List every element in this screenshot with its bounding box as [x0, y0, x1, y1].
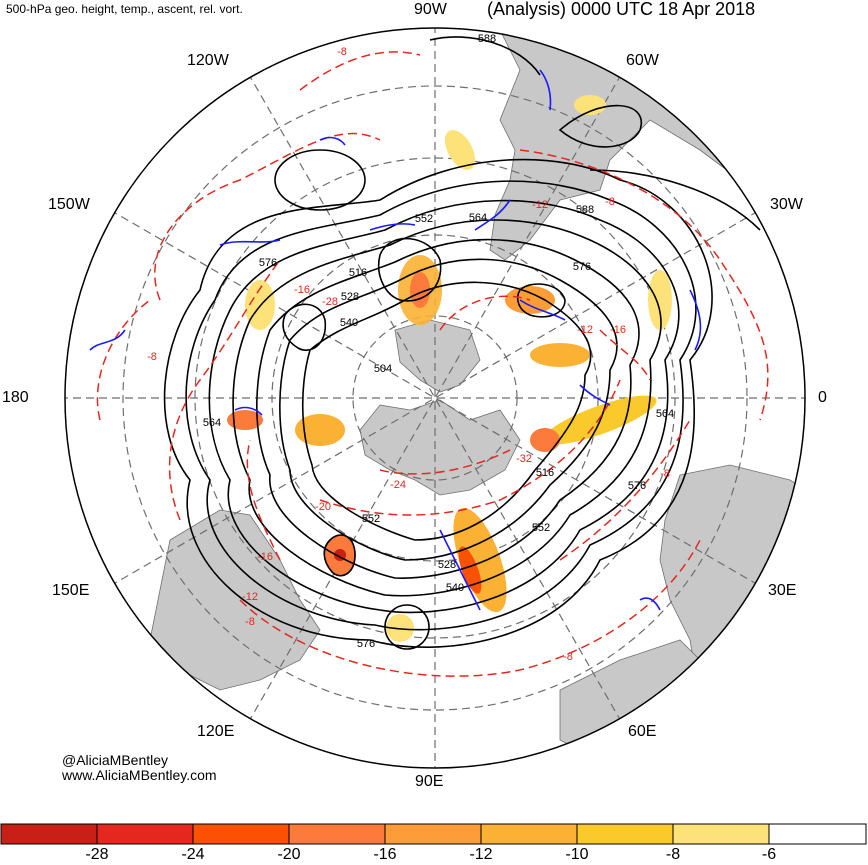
- colorbar-swatch: [672, 823, 770, 845]
- latitude-circle-40: [122, 85, 748, 711]
- height-label: 516: [349, 267, 367, 279]
- height-label: 528: [438, 559, 456, 571]
- height-label: 588: [478, 33, 496, 45]
- height-label: 552: [415, 213, 433, 225]
- temperature-label: -8: [245, 616, 255, 628]
- height-label: 576: [573, 261, 591, 273]
- temperature-label: -20: [315, 501, 331, 513]
- temperature-label: -8: [147, 351, 157, 363]
- temperature-label: -16: [257, 551, 273, 563]
- meridian-30-150: [109, 209, 761, 587]
- map-disc: 588 588 576 576 576 576 564 564 564 552 …: [65, 28, 805, 768]
- height-label: 528: [341, 291, 359, 303]
- longitude-label-30e: 30E: [768, 582, 797, 599]
- temperature-label: -12: [532, 199, 548, 211]
- graticule: [65, 28, 805, 768]
- longitude-label-180: 180: [2, 389, 29, 406]
- colorbar: [0, 823, 867, 845]
- colorbar-swatch: [576, 823, 674, 845]
- height-label: 564: [656, 408, 674, 420]
- meridian-150e-30w: [109, 209, 761, 587]
- colorbar-label: -20: [277, 846, 301, 863]
- temperature-label: -12: [577, 324, 593, 336]
- temperature-label: -16: [610, 324, 626, 336]
- height-label: 588: [576, 204, 594, 216]
- longitude-label-90w: 90W: [414, 1, 447, 18]
- height-label: 564: [469, 212, 487, 224]
- colorbar-label: -6: [761, 846, 777, 863]
- longitude-label-30w: 30W: [770, 196, 803, 213]
- longitude-label-120e: 120E: [197, 723, 235, 740]
- height-label: 540: [340, 317, 358, 329]
- land-siberia-arctic: [359, 399, 521, 496]
- temperature-label: -24: [390, 479, 406, 491]
- height-label: 540: [446, 582, 464, 594]
- product-title: 500-hPa geo. height, temp., ascent, rel.…: [6, 2, 243, 16]
- temperature-contours: [96, 51, 769, 677]
- colorbar-label: -24: [181, 846, 205, 863]
- colorbar-swatch: [384, 823, 482, 845]
- longitude-label-90e: 90E: [415, 773, 444, 790]
- colorbar-swatch: [480, 823, 578, 845]
- temperature-label: -16: [294, 284, 310, 296]
- longitude-label-60w: 60W: [626, 52, 659, 69]
- ascent-shading: [227, 95, 672, 642]
- height-label: 516: [536, 467, 554, 479]
- height-label: 576: [357, 638, 375, 650]
- temperature-label: -8: [605, 196, 615, 208]
- height-label: 552: [362, 513, 380, 525]
- land-europe-africa: [659, 464, 805, 768]
- height-label: 552: [532, 522, 550, 534]
- colorbar-swatch: [192, 823, 290, 845]
- colorbar-swatch: [288, 823, 386, 845]
- colorbar-label: -28: [85, 846, 109, 863]
- temperature-label: -8: [337, 46, 347, 58]
- height-label: 564: [203, 417, 221, 429]
- longitude-label-60e: 60E: [628, 723, 657, 740]
- colorbar-label: -10: [565, 846, 589, 863]
- temperature-label: -28: [322, 296, 338, 308]
- temperature-contour-labels: -8 -8 -8 -8 -8 -8 -12 -12 -12 -16 -16 -1…: [147, 46, 670, 663]
- longitude-label-150e: 150E: [52, 582, 90, 599]
- colorbar-label: -12: [469, 846, 493, 863]
- land-greenland: [394, 319, 481, 393]
- temperature-label: -8: [563, 651, 573, 663]
- credit-website: www.AliciaMBentley.com: [62, 767, 217, 783]
- height-contour-labels: 588 588 576 576 576 576 564 564 564 552 …: [203, 33, 674, 650]
- height-contours: [163, 36, 761, 650]
- colorbar-label: -8: [665, 846, 681, 863]
- colorbar-label: -16: [373, 846, 397, 863]
- colorbar-swatch: [768, 823, 867, 845]
- height-label: 576: [628, 480, 646, 492]
- temperature-label: -12: [242, 591, 258, 603]
- analysis-title: (Analysis) 0000 UTC 18 Apr 2018: [487, 0, 756, 19]
- longitude-label-150w: 150W: [48, 196, 90, 213]
- meridian-120e-60w: [247, 72, 623, 724]
- credit-handle: @AliciaMBentley: [62, 752, 169, 768]
- longitude-label-0: 0: [818, 389, 827, 406]
- longitude-label-120w: 120W: [187, 52, 229, 69]
- meridian-60-120: [247, 72, 623, 724]
- height-label: 576: [259, 257, 277, 269]
- colorbar-swatch: [0, 823, 98, 845]
- vorticity-contours: [89, 69, 702, 611]
- map-boundary: [64, 27, 806, 769]
- temperature-label: -32: [516, 453, 532, 465]
- colorbar-swatch: [96, 823, 194, 845]
- temperature-label: -8: [660, 468, 670, 480]
- height-label: 504: [374, 363, 392, 375]
